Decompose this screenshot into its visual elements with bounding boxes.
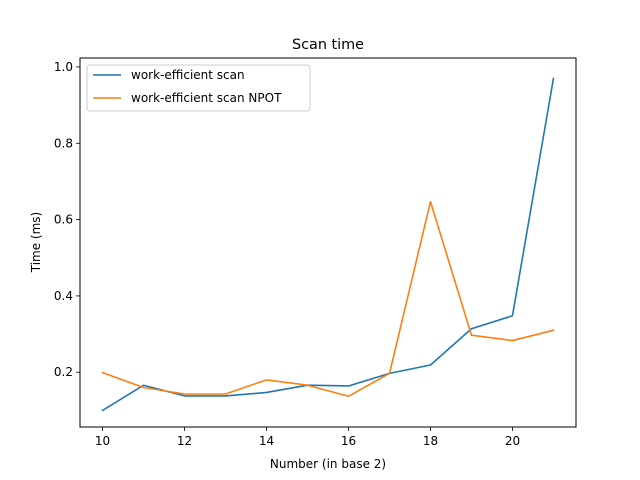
series-line-work-efficient-scan: [101, 77, 555, 412]
chart-title: Scan time: [292, 37, 364, 53]
x-tick-label: 12: [177, 434, 192, 448]
legend-label-work-efficient-scan-npot: work-efficient scan NPOT: [131, 91, 282, 105]
series-line-work-efficient-scan-npot: [101, 200, 555, 398]
legend-frame: [86, 64, 311, 112]
axes-frame: [79, 57, 577, 428]
x-axis-label: Number (in base 2): [270, 457, 386, 471]
x-tick-label: 20: [505, 434, 520, 448]
x-tick-label: 18: [423, 434, 438, 448]
y-tick-label: 0.8: [54, 136, 73, 150]
y-tick-label: 1.0: [54, 60, 73, 74]
y-tick-label: 0.4: [54, 289, 73, 303]
y-tick-label: 0.2: [54, 365, 73, 379]
x-tick-label: 16: [341, 434, 356, 448]
y-tick-label: 0.6: [54, 213, 73, 227]
plot-lines: [101, 77, 555, 412]
y-axis-label: Time (ms): [29, 212, 43, 274]
x-axis-ticks: 10 12 14 16 18 20: [95, 427, 520, 448]
x-tick-label: 14: [259, 434, 274, 448]
legend: work-efficient scan work-efficient scan …: [86, 64, 311, 112]
y-axis-ticks: 0.2 0.4 0.6 0.8 1.0: [54, 60, 80, 379]
x-tick-label: 10: [95, 434, 110, 448]
legend-label-work-efficient-scan: work-efficient scan: [131, 68, 245, 82]
